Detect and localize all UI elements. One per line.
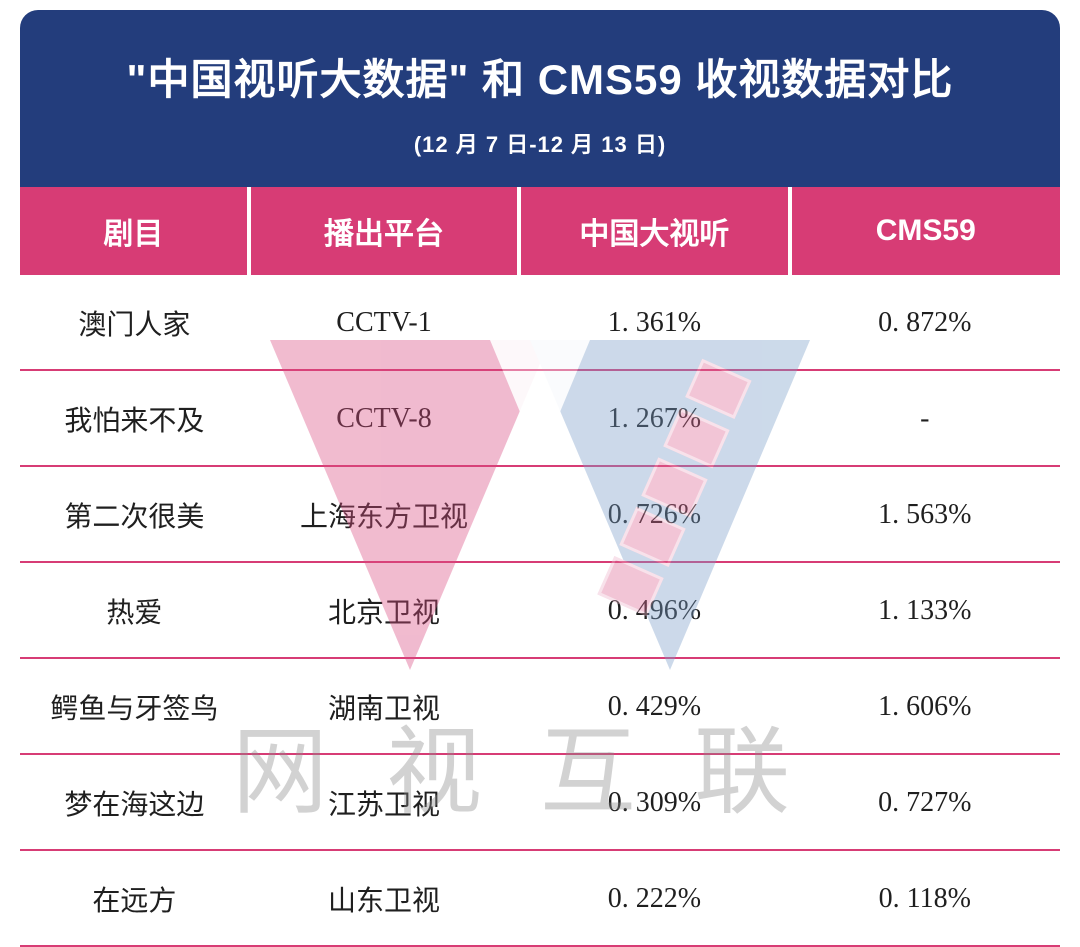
col-header-china: 中国大视听 — [519, 187, 789, 275]
cell-china: 0. 309% — [519, 754, 789, 850]
table-body: 澳门人家CCTV-11. 361%0. 872%我怕来不及CCTV-81. 26… — [20, 275, 1060, 946]
cell-show: 梦在海这边 — [20, 754, 249, 850]
header-block: "中国视听大数据" 和 CMS59 收视数据对比 (12 月 7 日-12 月 … — [20, 10, 1060, 187]
cell-platform: 湖南卫视 — [249, 658, 519, 754]
table-row: 我怕来不及CCTV-81. 267%- — [20, 370, 1060, 466]
col-header-show: 剧目 — [20, 187, 249, 275]
cell-platform: 北京卫视 — [249, 562, 519, 658]
cell-cms: 0. 727% — [790, 754, 1060, 850]
cell-show: 第二次很美 — [20, 466, 249, 562]
cell-china: 0. 726% — [519, 466, 789, 562]
cell-china: 0. 429% — [519, 658, 789, 754]
cell-platform: 山东卫视 — [249, 850, 519, 946]
cell-show: 鳄鱼与牙签鸟 — [20, 658, 249, 754]
cell-show: 澳门人家 — [20, 275, 249, 370]
cell-cms: 0. 118% — [790, 850, 1060, 946]
cell-cms: 1. 133% — [790, 562, 1060, 658]
cell-china: 1. 267% — [519, 370, 789, 466]
cell-china: 0. 222% — [519, 850, 789, 946]
table-row: 热爱北京卫视0. 496%1. 133% — [20, 562, 1060, 658]
cell-show: 热爱 — [20, 562, 249, 658]
table-row: 第二次很美上海东方卫视0. 726%1. 563% — [20, 466, 1060, 562]
cell-china: 1. 361% — [519, 275, 789, 370]
cell-cms: - — [790, 370, 1060, 466]
cell-show: 我怕来不及 — [20, 370, 249, 466]
cell-cms: 0. 872% — [790, 275, 1060, 370]
cell-china: 0. 496% — [519, 562, 789, 658]
col-header-platform: 播出平台 — [249, 187, 519, 275]
table-header-row: 剧目 播出平台 中国大视听 CMS59 — [20, 187, 1060, 275]
table-row: 澳门人家CCTV-11. 361%0. 872% — [20, 275, 1060, 370]
cell-show: 在远方 — [20, 850, 249, 946]
table-row: 在远方山东卫视0. 222%0. 118% — [20, 850, 1060, 946]
date-range-subtitle: (12 月 7 日-12 月 13 日) — [40, 127, 1040, 159]
cell-platform: 上海东方卫视 — [249, 466, 519, 562]
cell-cms: 1. 606% — [790, 658, 1060, 754]
table-row: 鳄鱼与牙签鸟湖南卫视0. 429%1. 606% — [20, 658, 1060, 754]
infographic-container: "中国视听大数据" 和 CMS59 收视数据对比 (12 月 7 日-12 月 … — [20, 10, 1060, 947]
col-header-cms: CMS59 — [790, 187, 1060, 275]
cell-platform: CCTV-1 — [249, 275, 519, 370]
ratings-table: 剧目 播出平台 中国大视听 CMS59 澳门人家CCTV-11. 361%0. … — [20, 187, 1060, 947]
cell-platform: CCTV-8 — [249, 370, 519, 466]
cell-cms: 1. 563% — [790, 466, 1060, 562]
main-title: "中国视听大数据" 和 CMS59 收视数据对比 — [40, 46, 1040, 107]
table-row: 梦在海这边江苏卫视0. 309%0. 727% — [20, 754, 1060, 850]
cell-platform: 江苏卫视 — [249, 754, 519, 850]
